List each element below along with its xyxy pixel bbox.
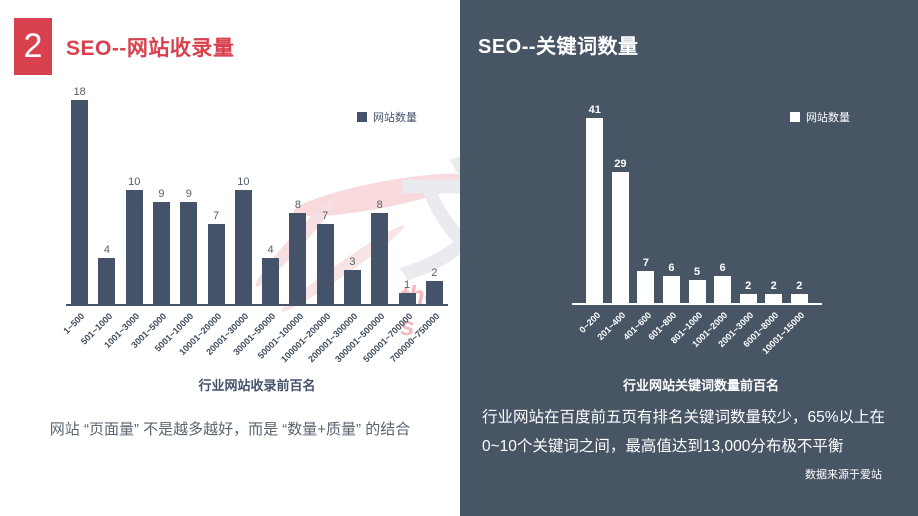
bar: [289, 212, 307, 304]
legend-label: 网站数量: [373, 112, 417, 124]
bar: [125, 190, 143, 304]
left-panel: 文 the s 2 SEO--网站收录量 网站数量 181~5004501~10…: [14, 18, 460, 438]
bar: [662, 275, 680, 303]
bar-column: 6 1001~2000: [691, 100, 736, 349]
right-panel: SEO--关键词数量 网站数量 41 0~200 29 201~400 7 401~600…: [460, 0, 918, 516]
left-bar-chart: 18 1~500 4 501~1000 10 1001~3000 9 3001~5000 9 50…: [62, 86, 448, 364]
bar-column: 10 1001~3000: [102, 86, 148, 350]
right-bar-chart: 41 0~200 29 201~400 7 401~600 6 601~800 5 801~100…: [572, 100, 822, 356]
bar-column: 41 0~200: [577, 100, 608, 335]
bar-column: 4 501~1000: [78, 86, 120, 347]
right-axis-title: 行业网站关键词数量前百名: [622, 378, 779, 393]
x-axis-label: 700000~750000: [388, 311, 442, 365]
bar-value-label: 4: [103, 244, 110, 257]
bar: [586, 118, 604, 303]
bar-value-label: 5: [693, 266, 701, 279]
bar: [343, 269, 361, 304]
bar: [714, 275, 732, 303]
bar: [765, 294, 783, 303]
bar-column: 8 300001~500000: [334, 86, 393, 364]
bar: [425, 281, 443, 304]
bar-value-label: 2: [796, 280, 803, 292]
bar-column: 3 200001~300000: [306, 86, 366, 364]
bar: [152, 201, 170, 304]
legend-square-icon: [357, 112, 367, 122]
data-source-note: 数据来源于爱站: [805, 469, 882, 481]
bar: [398, 292, 416, 304]
bar-column: 7 100001~200000: [279, 86, 339, 364]
right-caption: 行业网站在百度前五页有排名关键词数量较少，65%以上在0~10个关键词之间，最高…: [482, 409, 886, 455]
bar-column: 2 10001~15000: [760, 100, 813, 356]
bar-value-label: 7: [322, 210, 329, 223]
bar-column: 5 801~1000: [669, 100, 710, 346]
bar: [739, 294, 757, 303]
bar-column: 1 500001~700000: [361, 86, 420, 364]
left-legend: 网站数量: [357, 109, 417, 125]
bar-value-label: 10: [128, 176, 141, 189]
right-legend: 网站数量: [790, 109, 850, 125]
bar: [790, 294, 808, 303]
bar-value-label: 41: [588, 104, 601, 116]
bar-column: 8 50001~100000: [255, 86, 311, 361]
bar: [611, 172, 629, 303]
bar: [207, 224, 225, 304]
bar-column: 2 6001~8000: [742, 100, 787, 349]
bar-value-label: 2: [431, 267, 438, 280]
slide-number: 2: [23, 27, 43, 65]
left-axis-title: 行业网站收录前百名: [198, 378, 316, 393]
bar-value-label: 9: [185, 187, 192, 200]
bar: [688, 280, 706, 303]
legend-square-icon: [790, 112, 800, 122]
slide-number-badge: 2: [14, 18, 52, 75]
bar-value-label: 2: [770, 280, 777, 292]
bar-value-label: 4: [267, 244, 274, 257]
bar: [371, 212, 389, 304]
bar: [180, 201, 198, 304]
bar-value-label: 8: [376, 198, 383, 211]
left-chart-title: SEO--网站收录量: [66, 37, 235, 60]
right-chart-title: SEO--关键词数量: [478, 36, 639, 58]
bar-column: 7 401~600: [621, 100, 659, 342]
bar-value-label: 9: [158, 187, 165, 200]
bar-column: 2 700000~750000: [388, 86, 448, 364]
bar: [262, 258, 280, 304]
bar-value-label: 7: [212, 210, 220, 223]
bar-value-label: 6: [719, 261, 726, 274]
bar-column: 18 1~500: [62, 86, 93, 336]
bar-column: 6 601~800: [647, 100, 685, 342]
bar-column: 9 3001~5000: [129, 86, 175, 350]
bar-column: 2 2001~3000: [716, 100, 761, 349]
bar-value-label: 29: [614, 158, 627, 171]
bar-value-label: 7: [642, 257, 649, 270]
bar: [71, 100, 89, 304]
bar-column: 10 20001~30000: [204, 86, 257, 357]
bar-value-label: 6: [668, 261, 675, 274]
bar-column: 29 201~400: [595, 100, 634, 342]
bar-value-label: 2: [745, 280, 752, 292]
bar-value-label: 8: [294, 198, 301, 211]
bar-value-label: 1: [403, 278, 411, 291]
bar: [98, 258, 116, 304]
bar-value-label: 18: [73, 86, 86, 98]
bar-column: 4 30001~50000: [231, 86, 284, 357]
bar: [234, 190, 252, 304]
x-axis-label: 1~500: [61, 311, 87, 336]
bar-column: 7 10001~20000: [177, 86, 229, 357]
left-caption: 网站 “页面量” 不是越多越好，而是 “数量+质量” 的结合: [49, 421, 411, 438]
bar: [316, 224, 334, 304]
bar: [637, 271, 655, 303]
bar-column: 9 5001~10000: [153, 86, 202, 354]
legend-label: 网站数量: [806, 112, 850, 124]
bar-value-label: 3: [349, 255, 356, 268]
bar-value-label: 10: [237, 176, 250, 189]
